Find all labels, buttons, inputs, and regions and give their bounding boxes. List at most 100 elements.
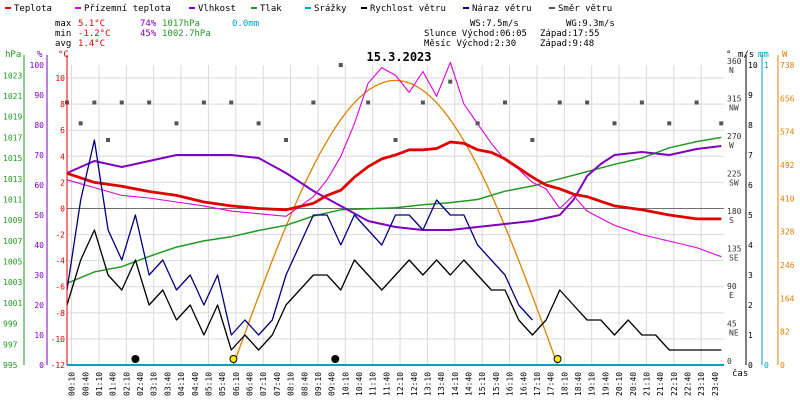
solar-tick-label: 574 — [780, 128, 795, 137]
wind-direction-point — [719, 121, 724, 126]
humidity-tick-label: 60 — [34, 181, 44, 190]
x-tick-label: 09:40 — [328, 372, 337, 396]
stat-min-press: 1002.7hPa — [162, 29, 211, 39]
humidity-tick-label: 20 — [34, 301, 44, 310]
temperature-tick-label: -8 — [55, 309, 65, 318]
pressure-tick-label: 1005 — [3, 258, 22, 267]
x-tick-label: 21:40 — [656, 372, 665, 396]
temperature-line — [66, 140, 722, 221]
direction-tick-label: 90 — [727, 282, 737, 291]
x-tick-label: 00:40 — [81, 372, 90, 396]
wind-direction-point — [201, 100, 206, 105]
ground-temperature-line — [66, 61, 722, 258]
rain-tick-label: 0 — [764, 361, 769, 370]
humidity-tick-label: 100 — [30, 61, 45, 70]
humidity-axis-label: % — [37, 50, 43, 60]
wind-tick-label: 7 — [748, 151, 753, 160]
wind-direction-point — [92, 100, 97, 105]
direction-tick-compass: E — [729, 291, 734, 300]
x-tick-label: 15:10 — [478, 372, 487, 396]
x-axis-label: čas — [732, 368, 748, 379]
wind-direction-point — [393, 138, 398, 142]
pressure-tick-label: 1023 — [3, 71, 22, 80]
humidity-tick-label: 40 — [34, 241, 44, 250]
x-tick-label: 08:40 — [300, 372, 309, 396]
wind-direction-point — [284, 138, 288, 142]
x-tick-label: 07:10 — [259, 372, 268, 396]
wind-tick-label: 6 — [748, 181, 753, 190]
temperature-axis-label: °C — [58, 50, 69, 60]
temperature-tick-label: -4 — [55, 257, 65, 266]
stat-max-rain: 0.0mm — [232, 19, 259, 29]
x-tick-label: 00:10 — [68, 372, 77, 396]
wind-gust-line — [66, 139, 533, 336]
direction-tick-compass: N — [729, 66, 734, 75]
pressure-tick-label: 1021 — [3, 92, 22, 101]
wind-direction-point — [229, 100, 234, 105]
x-tick-label: 19:40 — [601, 372, 610, 396]
stat-avg-label: avg — [55, 39, 71, 49]
pressure-tick-label: 1011 — [3, 195, 22, 204]
series-group — [65, 61, 724, 366]
x-tick-label: 05:40 — [218, 372, 227, 396]
x-tick-label: 22:10 — [670, 372, 679, 396]
solar-tick-label: 656 — [780, 94, 795, 103]
temperature-tick-label: 10 — [55, 74, 65, 83]
pressure-line — [66, 136, 722, 284]
wind-direction-point — [338, 63, 343, 67]
x-tick-label: 04:10 — [177, 372, 186, 396]
wind-tick-label: 3 — [748, 271, 753, 280]
x-tick-label: 20:40 — [629, 372, 638, 396]
x-tick-label: 02:10 — [122, 372, 131, 396]
direction-tick-compass: SW — [729, 179, 739, 188]
direction-tick-compass: SE — [729, 254, 739, 263]
direction-axis-label: ° — [726, 50, 731, 60]
direction-tick-label: 225 — [727, 170, 742, 179]
stat-sun-rise: Slunce Východ:06:05 — [424, 29, 527, 39]
direction-tick-compass: NE — [729, 329, 739, 338]
x-tick-label: 13:40 — [437, 372, 446, 396]
x-tick-label: 03:10 — [150, 372, 159, 396]
sunset-marker — [553, 355, 562, 363]
pressure-tick-label: 1019 — [3, 113, 22, 122]
stat-moon-rise: Měsíc Východ:2:30 — [424, 39, 516, 49]
x-tick-label: 01:10 — [95, 372, 104, 396]
wind-direction-point — [420, 100, 425, 105]
wind-direction-point — [256, 121, 261, 126]
pressure-tick-label: 1017 — [3, 133, 22, 142]
wind-tick-label: 8 — [748, 121, 753, 130]
wind-direction-point — [612, 121, 617, 126]
x-tick-label: 09:10 — [314, 372, 323, 396]
x-tick-label: 14:40 — [465, 372, 474, 396]
stat-max-temp: 5.1°C — [78, 19, 105, 29]
x-tick-label: 10:40 — [355, 372, 364, 396]
temperature-tick-label: 6 — [60, 126, 65, 135]
pressure-axis-label: hPa — [5, 50, 21, 60]
x-tick-label: 23:10 — [697, 372, 706, 396]
direction-tick-compass: S — [729, 216, 734, 225]
wind-direction-point — [119, 100, 124, 105]
wind-tick-label: 10 — [748, 61, 758, 70]
wind-direction-point — [366, 100, 371, 105]
x-tick-label: 23:40 — [711, 372, 720, 396]
temperature-tick-label: 0 — [60, 204, 65, 213]
wind-tick-label: 9 — [748, 91, 753, 100]
stat-sun-set: Západ:17:55 — [540, 29, 600, 39]
stat-avg-temp: 1.4°C — [78, 39, 105, 49]
solar-axis-label: W — [782, 50, 788, 60]
stat-wg: WG:9.3m/s — [566, 19, 615, 29]
rain-tick-label: 1 — [764, 61, 769, 70]
wind-direction-point — [530, 138, 535, 142]
wind-direction-point — [311, 100, 316, 105]
x-tick-label: 06:10 — [232, 372, 241, 396]
x-tick-label: 17:10 — [533, 372, 542, 396]
wind-tick-label: 2 — [748, 301, 753, 310]
moonrise-marker — [131, 355, 140, 363]
stat-min-hum: 45% — [140, 29, 157, 39]
x-tick-label: 19:10 — [588, 372, 597, 396]
stat-ws: WS:7.5m/s — [470, 19, 519, 29]
x-tick-label: 06:40 — [246, 372, 255, 396]
x-tick-label: 02:40 — [136, 372, 145, 396]
solar-tick-label: 164 — [780, 294, 795, 303]
